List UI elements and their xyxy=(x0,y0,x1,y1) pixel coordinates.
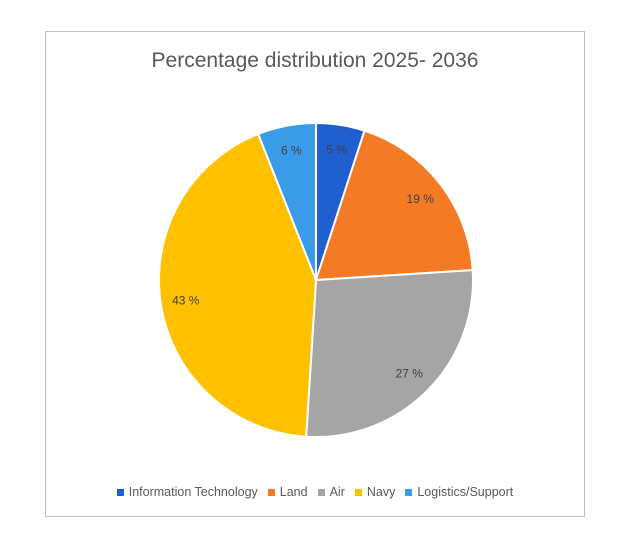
chart-legend: Information Technology Land Air Navy Logisti… xyxy=(46,485,584,499)
legend-label-information-technology: Information Technology xyxy=(128,485,258,499)
legend-label-logistics-support: Logistics/Support xyxy=(417,485,514,499)
legend-swatch-information-technology xyxy=(116,488,124,496)
pie-slice-logistics-support xyxy=(256,121,317,281)
data-label-navy: 43 % xyxy=(172,294,200,308)
legend-swatch-land xyxy=(267,488,275,496)
legend-swatch-navy xyxy=(354,488,362,496)
chart-frame: Percentage distribution 2025- 2036 5 % 19… xyxy=(45,31,585,517)
data-label-air: 27 % xyxy=(396,366,424,380)
legend-swatch-logistics-support xyxy=(405,488,413,496)
legend-item-navy: Navy xyxy=(354,485,396,499)
data-label-land: 19 % xyxy=(407,192,435,206)
chart-title: Percentage distribution 2025- 2036 xyxy=(151,49,479,72)
pie-chart: 5 % 19 % 27 % 43 % 6 % xyxy=(158,121,474,438)
legend-item-logistics-support: Logistics/Support xyxy=(405,485,513,499)
pie-slice-air xyxy=(305,269,474,438)
legend-label-land: Land xyxy=(279,485,308,499)
legend-label-air: Air xyxy=(329,485,345,499)
legend-item-air: Air xyxy=(317,485,345,499)
legend-item-information-technology: Information Technology xyxy=(116,485,258,499)
legend-label-navy: Navy xyxy=(366,485,396,499)
data-label-logistics-support: 6 % xyxy=(281,143,302,157)
legend-swatch-air xyxy=(317,488,325,496)
pie-slice-land xyxy=(314,129,474,282)
legend-item-land: Land xyxy=(267,485,308,499)
data-label-information-technology: 5 % xyxy=(326,143,347,157)
pie-slice-navy xyxy=(158,132,318,438)
